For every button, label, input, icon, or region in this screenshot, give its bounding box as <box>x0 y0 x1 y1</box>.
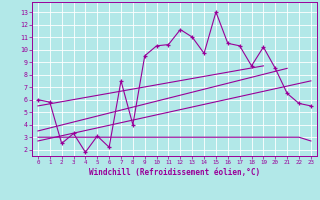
X-axis label: Windchill (Refroidissement éolien,°C): Windchill (Refroidissement éolien,°C) <box>89 168 260 177</box>
